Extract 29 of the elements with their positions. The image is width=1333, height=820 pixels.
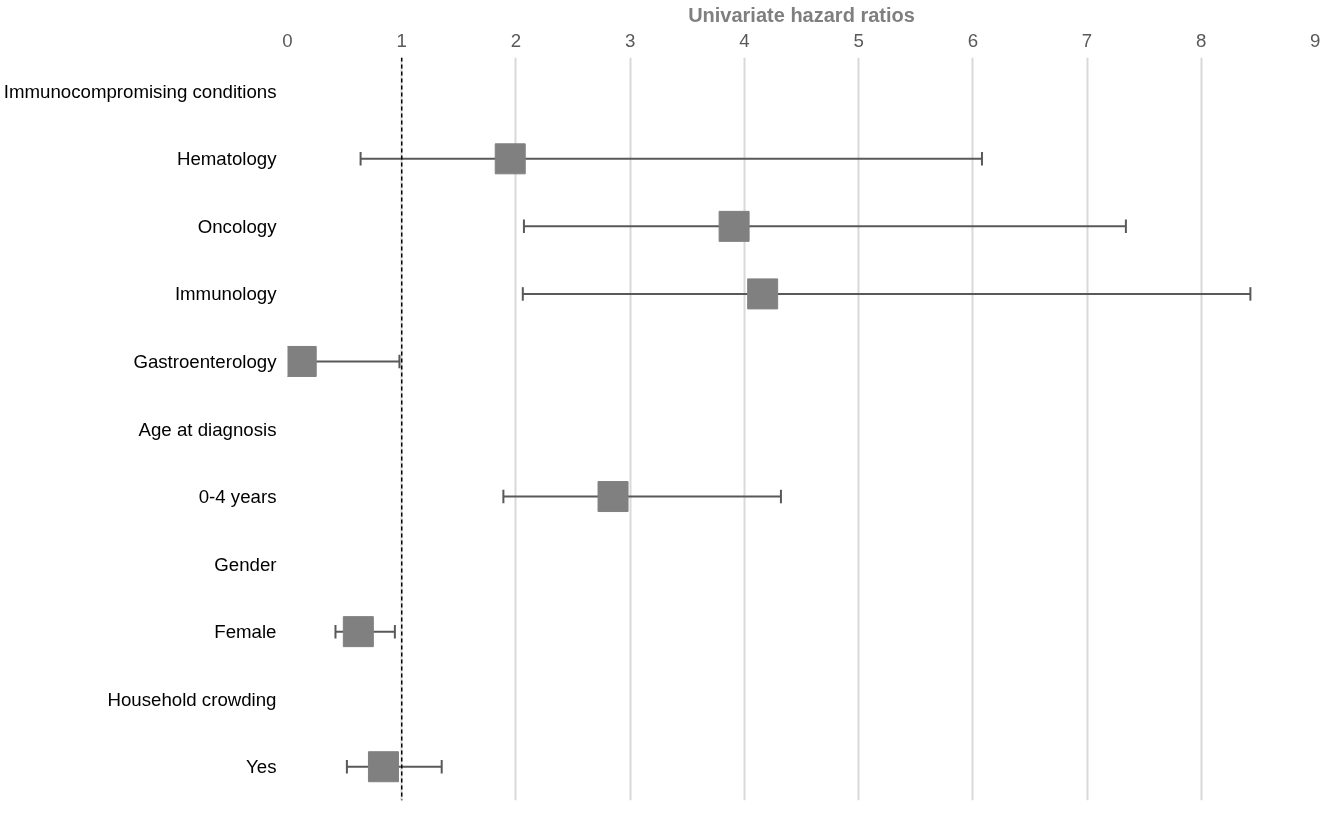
y-tick-label: 0-4 years [198, 486, 277, 508]
point [494, 143, 526, 175]
y-tick-label: Age at diagnosis [138, 418, 277, 440]
x-tick-label: 2 [510, 29, 522, 51]
x-tick-label: 8 [1196, 29, 1207, 51]
x-tick-label: 3 [624, 29, 636, 51]
x-tick-label: 1 [396, 29, 407, 51]
x-tick-label: 5 [853, 29, 864, 51]
point [287, 345, 317, 377]
y-tick-label: Female [214, 621, 277, 643]
x-tick-label: 7 [1081, 29, 1093, 51]
point [367, 751, 399, 783]
x-tick-label: 4 [739, 29, 750, 51]
y-tick-label: Immunology [174, 283, 278, 305]
x-tick-label: 6 [967, 29, 979, 51]
y-tick-label: Oncology [197, 215, 278, 237]
x-axis-title: Univariate hazard ratios [688, 3, 915, 26]
y-tick-label: Immunocompromising conditions [3, 80, 277, 102]
y-tick-label: Yes [246, 756, 277, 778]
point [747, 278, 779, 310]
y-tick-label: Gender [214, 553, 277, 575]
x-tick-label: 0 [282, 29, 293, 51]
y-tick-label: Household crowding [107, 688, 277, 710]
y-tick-label: Gastroenterology [133, 350, 278, 372]
y-tick-label: Hematology [176, 148, 278, 170]
point [597, 481, 629, 513]
point [718, 210, 750, 242]
point [342, 616, 374, 648]
x-tick-label: 9 [1310, 29, 1321, 51]
